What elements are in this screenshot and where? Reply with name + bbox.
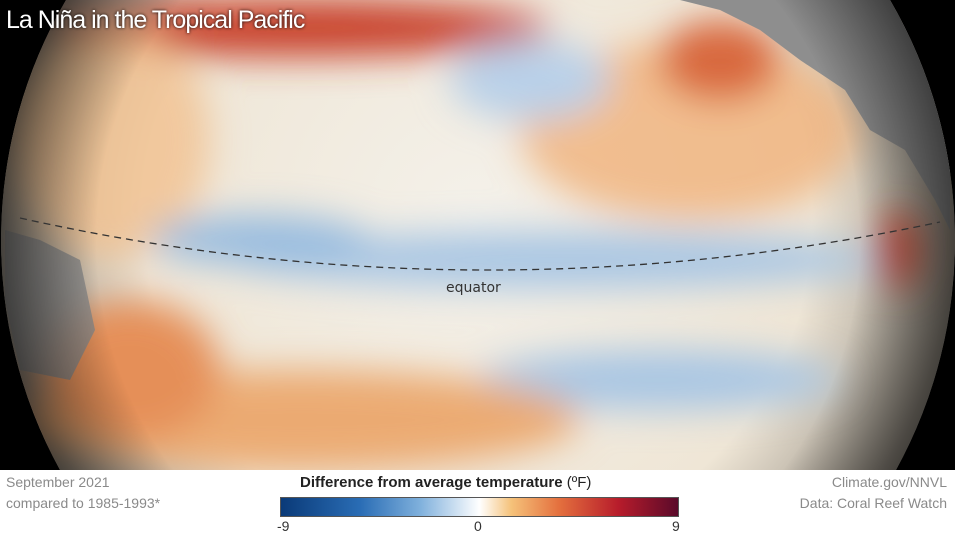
color-scale-bar <box>280 497 679 517</box>
map-title: La Niña in the Tropical Pacific <box>6 6 305 34</box>
legend-title: Difference from average temperature (ºF) <box>300 474 591 491</box>
legend-min: -9 <box>277 518 290 534</box>
equator-label: equator <box>446 280 501 296</box>
legend-mid: 0 <box>474 518 482 534</box>
source-label: Data: Coral Reef Watch <box>799 495 947 511</box>
equator-line <box>19 217 941 271</box>
baseline-label: compared to 1985-1993* <box>6 495 161 511</box>
sea-surface-temperature-map: La Niña in the Tropical Pacific equator <box>0 0 955 470</box>
legend-title-text: Difference from average temperature <box>300 474 563 491</box>
credit-label: Climate.gov/NNVL <box>831 474 947 490</box>
globe <box>1 0 955 470</box>
legend-unit: (ºF) <box>566 474 592 491</box>
footer: September 2021 compared to 1985-1993* Cl… <box>0 470 955 539</box>
globe-edge-shade <box>1 0 955 470</box>
legend-max: 9 <box>672 518 680 534</box>
date-label: September 2021 <box>6 474 110 490</box>
